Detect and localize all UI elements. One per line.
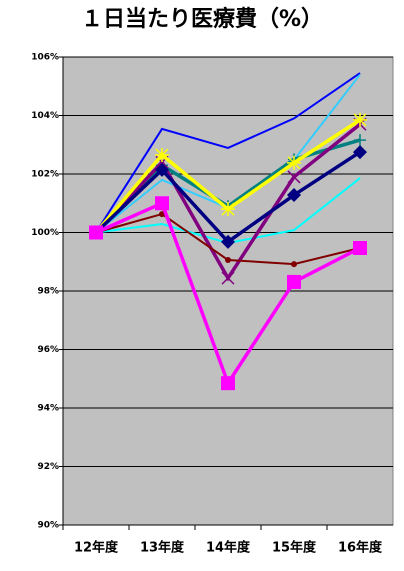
y-tick-label: 102% [31, 170, 59, 180]
x-tick-label: 13年度 [140, 540, 185, 556]
marker [225, 256, 231, 263]
x-tick-label: 16年度 [338, 540, 383, 556]
marker [353, 112, 367, 127]
marker [89, 225, 103, 240]
y-tick-label: 90% [37, 521, 59, 531]
marker [221, 271, 235, 285]
marker [155, 196, 169, 211]
marker [287, 155, 301, 170]
marker [287, 274, 301, 289]
y-tick-label: 104% [31, 111, 59, 121]
marker [354, 134, 366, 147]
series-line [95, 72, 361, 234]
x-tick-label: 14年度 [206, 540, 251, 556]
marker [221, 376, 235, 391]
marker [287, 170, 301, 184]
y-tick-label: 106% [31, 53, 59, 63]
x-tick-label: 12年度 [74, 540, 119, 556]
marker [353, 241, 367, 256]
marker [221, 202, 235, 217]
marker [353, 145, 367, 160]
marker [159, 211, 165, 218]
marker [287, 188, 301, 203]
marker [221, 234, 235, 249]
marker [155, 162, 169, 177]
chart-title: １日当たり医療費（%） [81, 6, 323, 32]
y-tick-label: 100% [31, 228, 59, 238]
y-tick-label: 94% [37, 404, 59, 414]
marker [155, 147, 169, 162]
x-tick-label: 15年度 [272, 540, 317, 556]
y-tick-label: 98% [37, 287, 59, 297]
y-tick-label: 92% [37, 462, 59, 472]
y-tick-label: 96% [37, 345, 59, 355]
marker [291, 261, 297, 268]
